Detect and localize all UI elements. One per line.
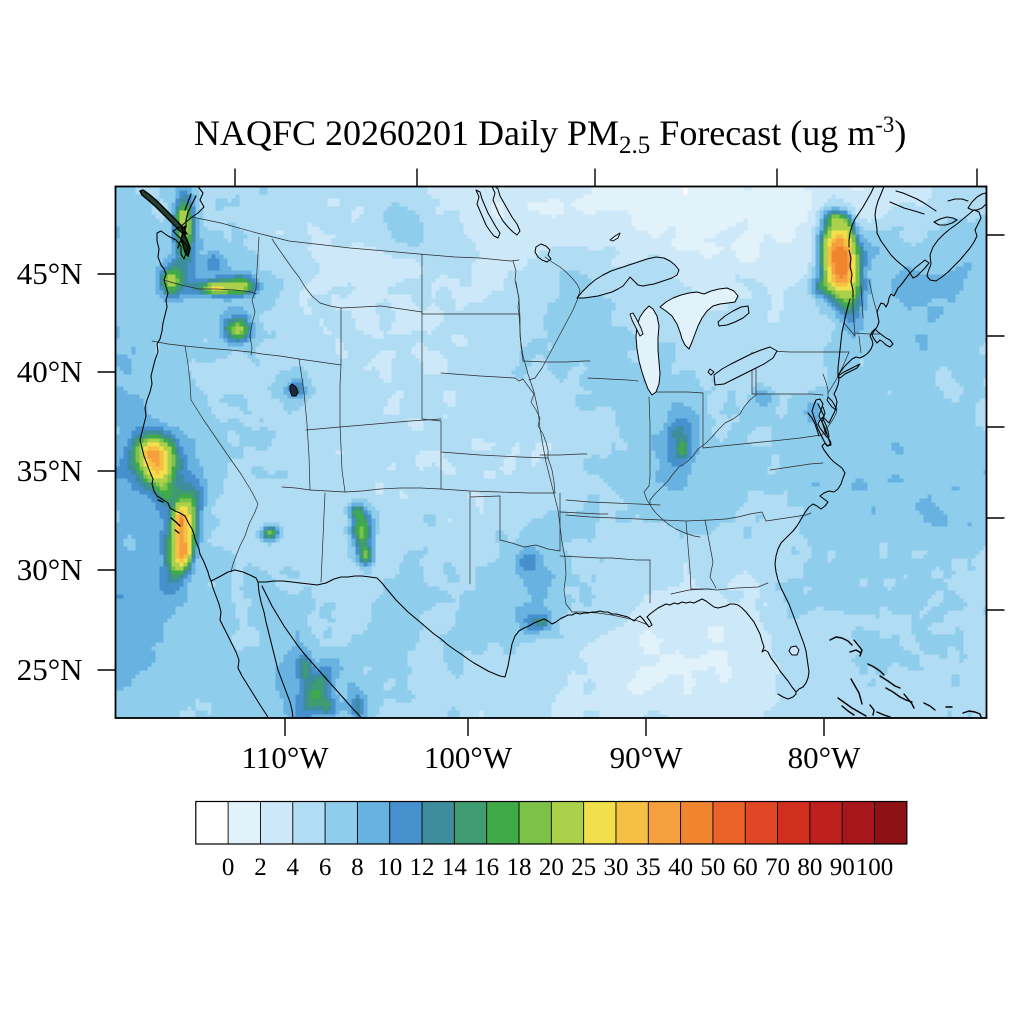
svg-text:100: 100 bbox=[856, 854, 894, 881]
svg-text:20: 20 bbox=[539, 854, 564, 881]
svg-text:25°N: 25°N bbox=[17, 652, 83, 687]
svg-text:18: 18 bbox=[507, 854, 532, 881]
svg-text:30: 30 bbox=[603, 854, 628, 881]
svg-text:16: 16 bbox=[474, 854, 499, 881]
svg-text:2: 2 bbox=[254, 854, 267, 881]
svg-text:14: 14 bbox=[442, 854, 468, 881]
svg-text:90: 90 bbox=[830, 854, 855, 881]
svg-text:25: 25 bbox=[571, 854, 596, 881]
svg-text:110°W: 110°W bbox=[241, 740, 329, 775]
svg-text:6: 6 bbox=[319, 854, 332, 881]
svg-text:80: 80 bbox=[797, 854, 822, 881]
svg-text:4: 4 bbox=[287, 854, 300, 881]
svg-text:40°N: 40°N bbox=[17, 354, 83, 389]
svg-text:12: 12 bbox=[410, 854, 435, 881]
svg-text:90°W: 90°W bbox=[610, 740, 683, 775]
svg-text:30°N: 30°N bbox=[17, 552, 83, 587]
svg-text:NAQFC 20260201 Daily PM2.5 For: NAQFC 20260201 Daily PM2.5 Forecast (ug … bbox=[194, 112, 906, 159]
svg-text:60: 60 bbox=[733, 854, 758, 881]
svg-text:50: 50 bbox=[700, 854, 725, 881]
svg-text:45°N: 45°N bbox=[17, 256, 83, 291]
svg-text:80°W: 80°W bbox=[788, 740, 861, 775]
svg-text:0: 0 bbox=[222, 854, 235, 881]
svg-text:40: 40 bbox=[668, 854, 693, 881]
svg-text:35: 35 bbox=[636, 854, 661, 881]
svg-text:70: 70 bbox=[765, 854, 790, 881]
svg-text:10: 10 bbox=[377, 854, 402, 881]
svg-text:100°W: 100°W bbox=[424, 740, 513, 775]
svg-text:35°N: 35°N bbox=[17, 453, 83, 488]
svg-text:8: 8 bbox=[351, 854, 364, 881]
